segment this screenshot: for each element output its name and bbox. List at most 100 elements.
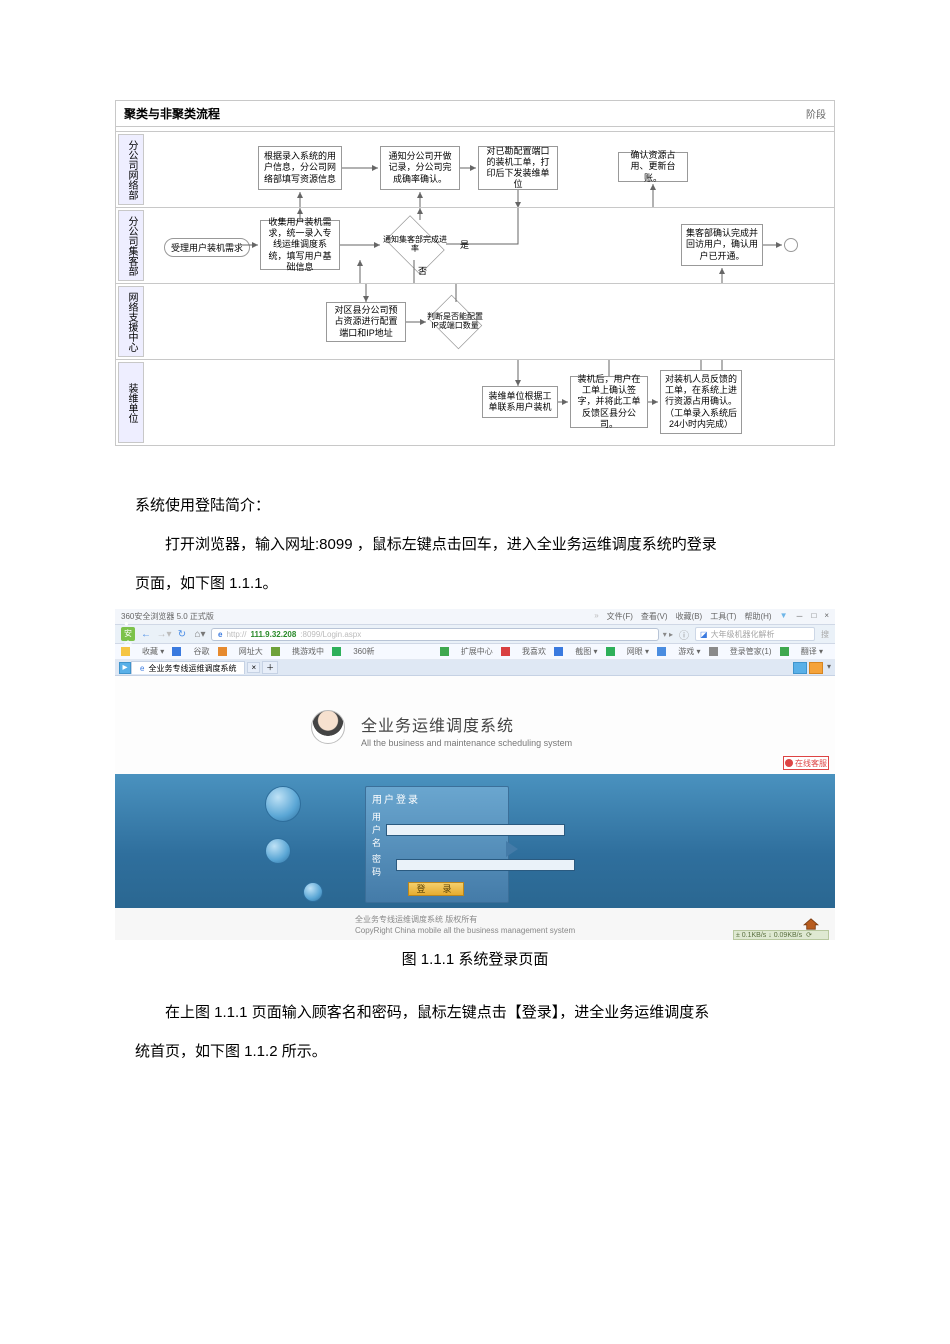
flowchart-stage-label: 阶段	[806, 106, 826, 121]
paragraph-intro-title: 系统使用登陆简介：	[135, 486, 815, 525]
username-input[interactable]	[386, 824, 565, 836]
tab-tool-restore-icon[interactable]	[793, 662, 807, 674]
fav-360[interactable]: 360新	[353, 647, 374, 656]
menu-view[interactable]: 查看(V)	[641, 611, 668, 622]
node-n6: 集客部确认完成并回访用户，确认用户已开通。	[681, 224, 763, 266]
neteye-icon[interactable]	[606, 647, 621, 656]
nav-reload-icon[interactable]: ↻	[175, 627, 189, 641]
window-max-icon[interactable]: □	[811, 611, 816, 622]
screenshot-icon[interactable]	[554, 647, 569, 656]
login-panel-title: 用户登录	[372, 791, 502, 806]
login-panel: 用户登录 用户名 密 码 登 录	[365, 786, 509, 903]
node-n4: 确认资源占用、更新台账。	[618, 152, 688, 182]
node-n3: 对已勘配置端口的装机工单，打印后下发装维单位	[478, 146, 558, 190]
address-bar[interactable]: e http://111.9.32.208:8099/Login.aspx	[211, 628, 659, 641]
paragraph-open-browser: 打开浏览器，输入网址:8099 ，鼠标左键点击回车，进入全业务运维调度系统旳登录	[135, 525, 815, 564]
node-n1: 根据录入系统的用户信息，分公司网络部填写资源信息	[258, 146, 342, 190]
browser-menubar: » 文件(F) 查看(V) 收藏(B) 工具(T) 帮助(H) ▼ － □ ×	[594, 611, 829, 622]
screenshot[interactable]: 截图 ▾	[575, 647, 597, 656]
login-button[interactable]: 登 录	[408, 882, 464, 896]
fav-menu[interactable]: 收藏 ▾	[142, 647, 164, 656]
tab-favicon-icon: e	[140, 664, 144, 673]
nav-back-icon[interactable]: ←	[139, 627, 153, 641]
fav-sites[interactable]: 网址大	[239, 647, 263, 656]
window-close-icon[interactable]: ×	[824, 611, 829, 622]
menu-fav[interactable]: 收藏(B)	[676, 611, 703, 622]
info-icon[interactable]: ⓘ	[677, 627, 691, 641]
game-icon[interactable]	[271, 647, 286, 656]
username-label: 用户名	[372, 810, 382, 849]
tab-tool-dropdown-icon[interactable]: ▾	[827, 662, 831, 674]
favorites-right: 扩展中心 我喜欢 截图 ▾ 网眼 ▾ 游戏 ▾ 登录管家(1) 翻译 ▾	[440, 646, 829, 657]
d1-no: 否	[418, 264, 427, 277]
password-label: 密 码	[372, 852, 392, 878]
lane-label-3: 网络支援中心	[126, 292, 136, 352]
globe-icon	[265, 786, 301, 822]
tab-tool-menu-icon[interactable]	[809, 662, 823, 674]
paragraph-enter-creds: 在上图 1.1.1 页面输入顾客名和密码，鼠标左键点击【登录】，进全业务运维调度…	[135, 993, 815, 1032]
avatar-icon	[311, 710, 345, 744]
paragraph-open-browser-2: 页面，如下图 1.1.1。	[135, 564, 815, 603]
google-icon[interactable]	[172, 647, 187, 656]
like[interactable]: 我喜欢	[522, 647, 546, 656]
translate-icon[interactable]	[780, 647, 795, 656]
neteye[interactable]: 网眼 ▾	[627, 647, 649, 656]
node-d2: 判断是否能配置IP或端口数量	[424, 298, 486, 346]
status-bar: ± 0.1KB/s ↓ 0.09KB/s ⟳	[733, 930, 829, 940]
node-n9: 装机后，用户在工单上确认签字，并将此工单反馈区县分公司。	[570, 376, 648, 428]
games[interactable]: 游戏 ▾	[678, 647, 700, 656]
node-n7: 对区县分公司预占资源进行配置端口和IP地址	[326, 302, 406, 342]
safe-badge[interactable]: ●安全	[121, 627, 135, 641]
online-service-badge[interactable]: 在线客服	[783, 756, 829, 770]
nav-forward-icon[interactable]: →▾	[157, 627, 171, 641]
service-icon	[785, 759, 793, 767]
like-icon[interactable]	[501, 647, 516, 656]
nav-home-icon[interactable]: ⌂▾	[193, 627, 207, 641]
fav-star-icon[interactable]	[121, 647, 136, 656]
loginmgr-icon[interactable]	[709, 647, 724, 656]
menu-file[interactable]: 文件(F)	[607, 611, 633, 622]
menu-tool[interactable]: 工具(T)	[710, 611, 736, 622]
tab-title: 全业务专线运维调度系统	[148, 663, 236, 674]
paragraph-enter-creds-2: 统首页，如下图 1.1.2 所示。	[135, 1032, 815, 1071]
window-min-icon[interactable]: －	[795, 611, 803, 622]
search-engine-icon: ◪	[700, 630, 708, 639]
tab-close-icon[interactable]: ×	[247, 662, 260, 673]
search-field[interactable]: ◪ 大年级机器化解析	[695, 627, 815, 641]
browser-name: 360安全浏览器 5.0 正式版	[121, 611, 214, 622]
login-page-screenshot: 360安全浏览器 5.0 正式版 » 文件(F) 查看(V) 收藏(B) 工具(…	[115, 609, 835, 940]
fav-google[interactable]: 谷歌	[193, 647, 209, 656]
figure-caption-1: 图 1.1.1 系统登录页面	[115, 948, 835, 969]
ie-engine-icon: e	[218, 630, 222, 639]
footer-line-1: 全业务专线运维调度系统 版权所有	[355, 914, 829, 925]
ext-center[interactable]: 扩展中心	[461, 647, 493, 656]
node-n8: 装维单位根据工单联系用户装机	[482, 386, 558, 418]
s360-icon[interactable]	[332, 647, 347, 656]
password-input[interactable]	[396, 859, 575, 871]
lane-label-2: 分公司集客部	[126, 216, 136, 276]
node-n10: 对装机人员反馈的工单，在系统上进行资源占用确认。（工单录入系统后24小时内完成）	[660, 370, 742, 434]
games-icon[interactable]	[657, 647, 672, 656]
search-hint-tail: 搜	[821, 629, 829, 640]
ext-center-icon[interactable]	[440, 647, 455, 656]
menu-help[interactable]: 帮助(H)	[744, 611, 771, 622]
tab-new-icon[interactable]: ＋	[262, 661, 278, 674]
d1-yes: 是	[460, 238, 469, 251]
addr-dropdown-icon[interactable]: ▾ ▸	[663, 630, 673, 639]
status-refresh-icon[interactable]: ⟳	[806, 931, 812, 939]
system-title-en: All the business and maintenance schedul…	[361, 738, 572, 748]
menu-dropdown-icon[interactable]: ▼	[780, 611, 788, 622]
node-n2: 通知分公司开做记录，分公司完成确率确认。	[380, 146, 460, 190]
active-tab[interactable]: e 全业务专线运维调度系统	[131, 661, 245, 674]
panel-chevron-icon	[506, 841, 518, 857]
node-start: 受理用户装机需求	[164, 238, 250, 257]
flowchart-swimlane: 聚类与非聚类流程 阶段 分公司网络部 根据录入系统的用户信息，分公司网络部填写资…	[115, 100, 835, 446]
tab-list-icon[interactable]: ▸	[119, 662, 131, 674]
fav-game[interactable]: 携游戏中	[292, 647, 324, 656]
node-n5: 收集用户装机需求，统一录入专线运维调度系统，填写用户基础信息	[260, 220, 340, 270]
lane-label-4: 装维单位	[126, 383, 136, 423]
node-end	[784, 238, 798, 252]
site-icon[interactable]	[218, 647, 233, 656]
translate[interactable]: 翻译 ▾	[801, 647, 823, 656]
loginmgr[interactable]: 登录管家(1)	[730, 647, 772, 656]
